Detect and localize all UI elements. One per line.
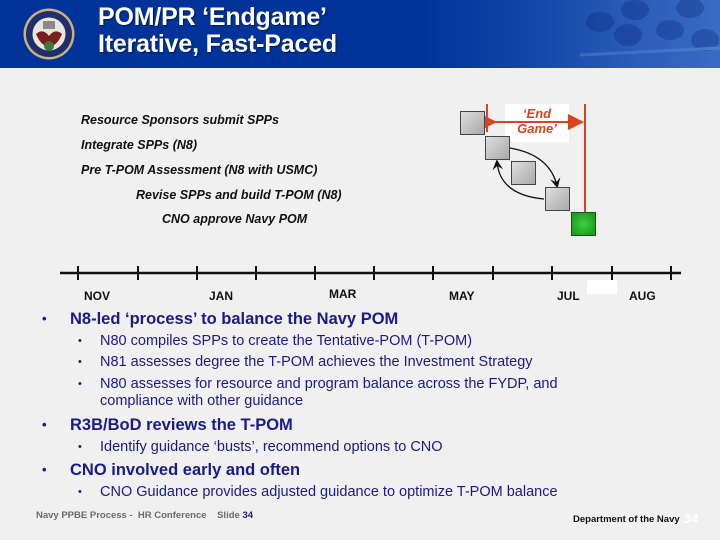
footer-department: Department of the Navy [573, 514, 680, 525]
step-box-2 [485, 136, 510, 160]
title-line-2: Iterative, Fast-Paced [98, 30, 337, 58]
step-revise-spps: Revise SPPs and build T-POM (N8) [136, 188, 342, 202]
timeline: NOV JAN MAR MAY JUL AUG [0, 262, 720, 303]
bullet-dot: • [78, 356, 82, 368]
bullet-dot: • [78, 335, 82, 347]
step-submit-spps: Resource Sponsors submit SPPs [81, 113, 279, 127]
month-jan: JAN [209, 289, 234, 303]
footer-left: Navy PPBE Process - HR Conference Slide … [36, 510, 253, 521]
month-may: MAY [449, 289, 475, 303]
bullet-dot: • [78, 441, 82, 453]
bullet-text: CNO Guidance provides adjusted guidance … [100, 484, 558, 500]
bullet-text: N8-led ‘process’ to balance the Navy POM [70, 310, 399, 328]
bullet-dot: • [42, 311, 47, 326]
bullet-text: Identify guidance ‘busts’, recommend opt… [100, 439, 443, 455]
month-nov: NOV [84, 289, 111, 303]
step-pre-tpom-assessment: Pre T-POM Assessment (N8 with USMC) [81, 163, 318, 177]
timeline-highlight-patch [587, 280, 617, 294]
step-cno-approve: CNO approve Navy POM [162, 212, 308, 226]
bullet-dot: • [78, 486, 82, 498]
bullet-text: CNO involved early and often [70, 461, 301, 479]
footer-right: Department of the Navy 34 [573, 510, 699, 526]
step-box-1 [460, 111, 485, 135]
bullet-dot: • [42, 462, 47, 477]
navy-seal-icon [23, 8, 75, 60]
bullet-text: N81 assesses degree the T-POM achieves t… [100, 354, 533, 370]
timeline-axis [60, 266, 681, 280]
bullet-text: R3B/BoD reviews the T-POM [70, 416, 293, 434]
bullet-dot: • [78, 378, 82, 390]
step-box-3 [511, 161, 536, 185]
bullet-text: N80 assesses for resource and program ba… [100, 376, 558, 392]
slide-title: POM/PR ‘Endgame’ Iterative, Fast-Paced [98, 4, 337, 58]
month-aug: AUG [629, 289, 656, 303]
month-mar: MAR [329, 287, 357, 301]
bullet-text: N80 compiles SPPs to create the Tentativ… [100, 333, 473, 349]
bullet-text: compliance with other guidance [100, 393, 304, 409]
step-box-4 [545, 187, 570, 211]
endgame-diagram: ‘End Game’ [0, 0, 720, 260]
footer-conference-text: Navy PPBE Process - HR Conference Slide [36, 510, 243, 521]
abacus-decoration [580, 0, 720, 57]
title-line-1: POM/PR ‘Endgame’ [98, 3, 327, 31]
bullet-dot: • [42, 417, 47, 432]
slide-header: POM/PR ‘Endgame’ Iterative, Fast-Paced [0, 0, 720, 68]
endgame-arrows [481, 104, 586, 212]
footer-page-number: 34 [683, 511, 699, 526]
month-jul: JUL [557, 289, 580, 303]
step-box-final [571, 212, 596, 236]
step-integrate-spps: Integrate SPPs (N8) [81, 138, 198, 152]
footer-slide-number: 34 [242, 510, 254, 521]
